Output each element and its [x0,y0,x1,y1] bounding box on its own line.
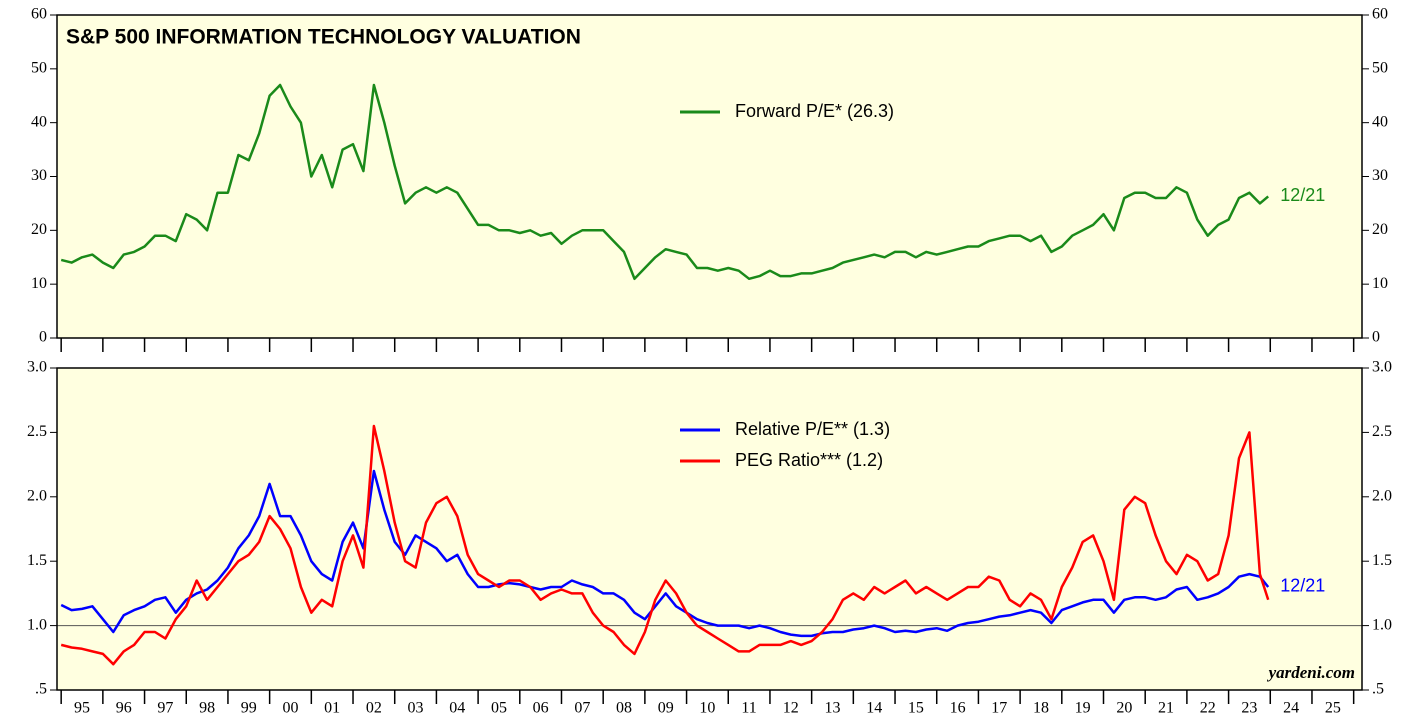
x-tick-label: 15 [908,700,924,717]
x-tick-label: 08 [616,700,632,717]
y2-tick-label: 10 [1372,275,1388,292]
y2-tick-label: .5 [1372,681,1384,698]
series-line [60,83,1270,281]
end-label: 12/21 [1280,185,1325,205]
plot-frame [56,367,1363,691]
y-tick-label: .5 [35,681,47,698]
y-tick-label: 1.5 [27,552,47,569]
y2-tick-label: 20 [1372,221,1388,238]
x-tick-label: 18 [1033,700,1049,717]
x-tick-label: 01 [324,700,340,717]
legend-label: PEG Ratio*** (1.2) [735,450,883,470]
x-tick-label: 12 [783,700,799,717]
plot-area [57,368,1362,690]
series-line [60,469,1270,638]
x-tick-label: 22 [1200,700,1216,717]
y-tick-label: 2.5 [27,423,47,440]
y2-tick-label: 40 [1372,113,1388,130]
x-tick-label: 24 [1283,700,1299,717]
y2-tick-label: 30 [1372,167,1388,184]
x-tick-label: 06 [533,700,549,717]
y-tick-label: 50 [31,60,47,77]
y-tick-label: 20 [31,221,47,238]
x-tick-label: 95 [74,700,90,717]
x-tick-label: 02 [366,700,382,717]
y2-tick-label: 2.0 [1372,487,1392,504]
source: yardeni.com [1267,663,1355,682]
y-tick-label: 1.0 [27,616,47,633]
y2-tick-label: 2.5 [1372,423,1392,440]
y2-tick-label: 50 [1372,60,1388,77]
chart-title: S&P 500 INFORMATION TECHNOLOGY VALUATION [66,26,581,49]
x-tick-label: 14 [866,700,882,717]
x-tick-label: 09 [658,700,674,717]
x-tick-label: 04 [449,700,465,717]
x-tick-label: 16 [950,700,966,717]
x-tick-label: 13 [824,700,840,717]
x-tick-label: 11 [741,700,756,717]
x-tick-label: 21 [1158,700,1174,717]
y-tick-label: 60 [31,6,47,23]
legend-label: Forward P/E* (26.3) [735,101,894,121]
end-label: 12/21 [1280,576,1325,596]
y-tick-label: 3.0 [27,359,47,376]
plot-area [57,15,1362,338]
y-tick-label: 30 [31,167,47,184]
y-tick-label: 2.0 [27,487,47,504]
x-tick-label: 03 [408,700,424,717]
x-tick-label: 19 [1075,700,1091,717]
y2-tick-label: 1.5 [1372,552,1392,569]
y2-tick-label: 60 [1372,6,1388,23]
x-tick-label: 10 [699,700,715,717]
plot-frame [56,14,1363,339]
y-tick-label: 40 [31,113,47,130]
x-tick-label: 96 [116,700,132,717]
x-tick-label: 17 [991,700,1007,717]
x-tick-label: 25 [1325,700,1341,717]
legend-label: Relative P/E** (1.3) [735,419,890,439]
y2-tick-label: 1.0 [1372,616,1392,633]
x-tick-label: 07 [574,700,590,717]
x-tick-label: 00 [282,700,298,717]
series-line [60,424,1270,666]
y-tick-label: 0 [39,329,47,346]
y2-tick-label: 0 [1372,329,1380,346]
x-tick-label: 05 [491,700,507,717]
x-tick-label: 98 [199,700,215,717]
x-tick-label: 23 [1241,700,1257,717]
x-tick-label: 97 [157,700,173,717]
y2-tick-label: 3.0 [1372,359,1392,376]
y-tick-label: 10 [31,275,47,292]
x-tick-label: 20 [1116,700,1132,717]
x-tick-label: 99 [241,700,257,717]
